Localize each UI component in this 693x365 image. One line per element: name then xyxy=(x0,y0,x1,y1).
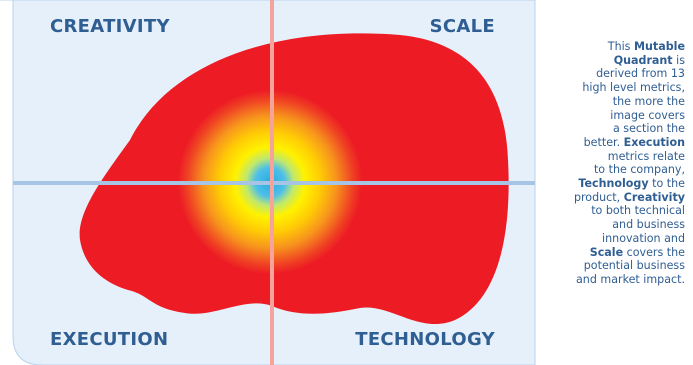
desc-text: is xyxy=(672,53,685,67)
desc-bold: Execution xyxy=(623,135,685,149)
desc-line: the more the xyxy=(612,94,685,108)
desc-line: derived from 13 xyxy=(596,67,685,81)
desc-text: covers the xyxy=(623,245,685,259)
desc-text: product, xyxy=(573,190,624,204)
quadrant-label-technology: TECHNOLOGY xyxy=(355,329,495,350)
quadrant-label-execution: EXECUTION xyxy=(50,329,169,350)
desc-line: to both technical xyxy=(591,204,685,218)
quadrant-description: This Mutable Quadrant is derived from 13… xyxy=(545,40,685,287)
desc-line: a section the xyxy=(612,122,685,136)
desc-bold: Technology xyxy=(578,177,649,191)
desc-text: This xyxy=(607,40,634,53)
desc-bold: Quadrant xyxy=(613,53,673,67)
desc-text: better. xyxy=(583,135,624,149)
desc-line: innovation and xyxy=(602,231,685,245)
desc-bold: Mutable xyxy=(634,40,685,53)
desc-line: to the company, xyxy=(593,163,685,177)
desc-line: and market impact. xyxy=(576,272,685,286)
desc-text: to the xyxy=(648,177,685,191)
quadrant-label-scale: SCALE xyxy=(429,16,495,37)
desc-bold: Creativity xyxy=(623,190,685,204)
desc-line: metrics relate xyxy=(607,149,685,163)
vertical-axis xyxy=(270,0,274,365)
desc-line: potential business xyxy=(583,259,685,273)
desc-line: high level metrics, xyxy=(582,81,685,95)
desc-line: and business xyxy=(612,218,685,232)
quadrant-label-creativity: CREATIVITY xyxy=(50,16,170,37)
desc-line: image covers xyxy=(610,108,685,122)
desc-bold: Scale xyxy=(589,245,624,259)
